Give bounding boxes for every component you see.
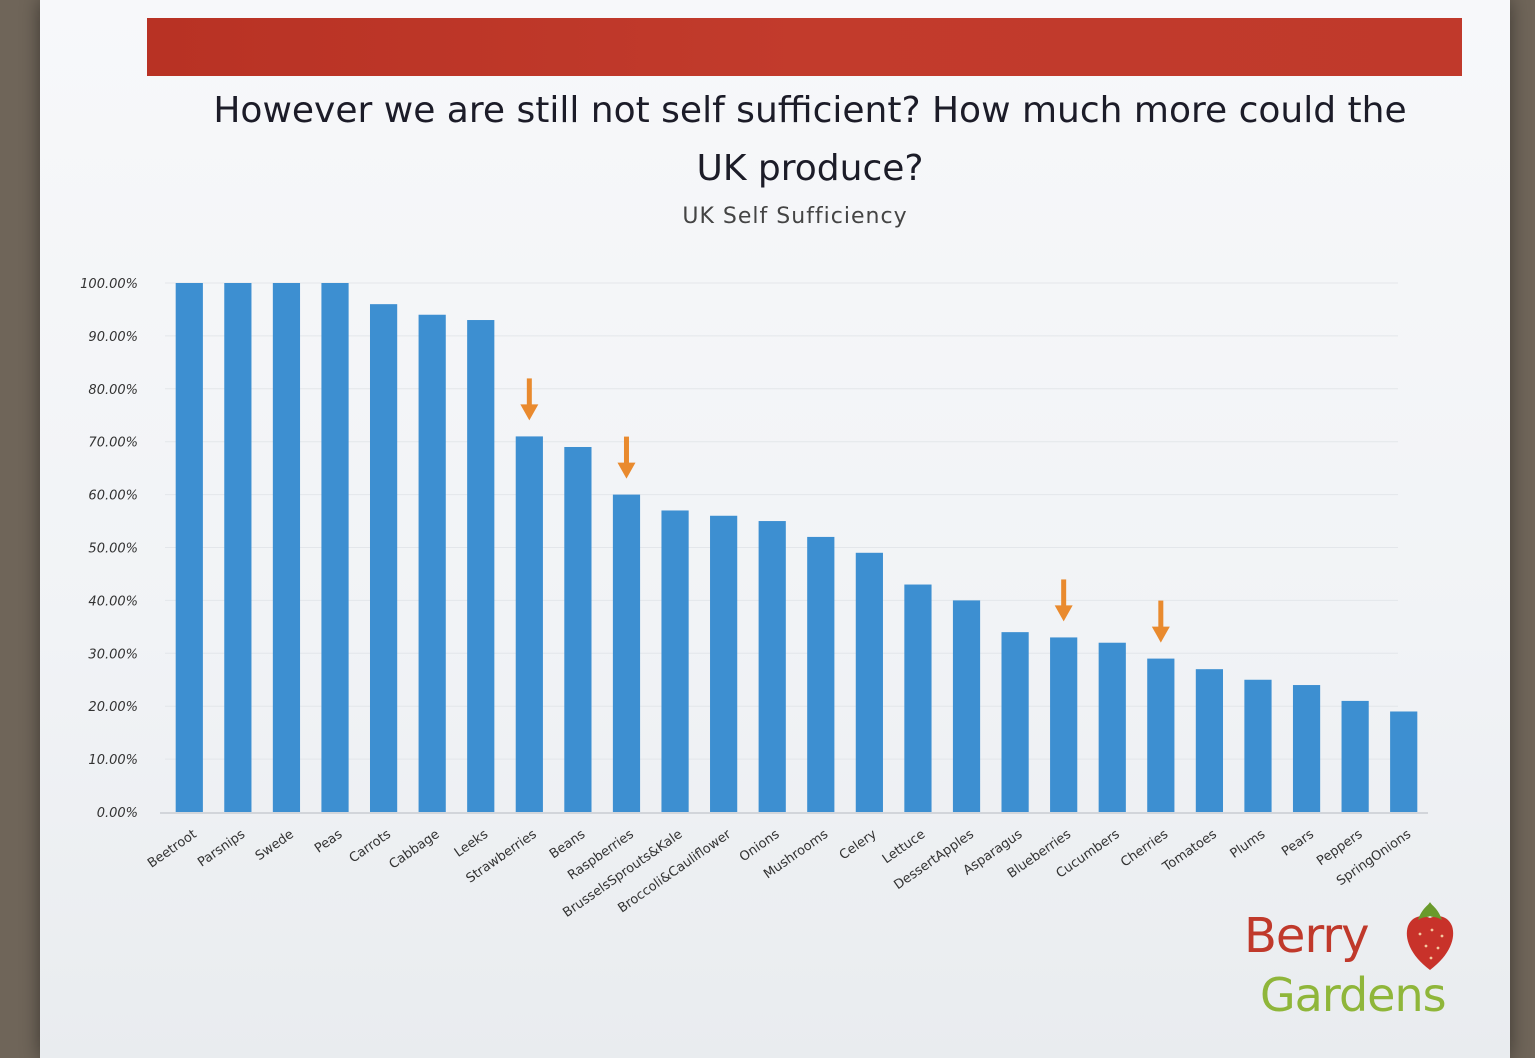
- y-tick-label: 100.00%: [80, 277, 138, 292]
- bar-plums: [1244, 679, 1272, 812]
- arrow-down-icon: [617, 462, 636, 479]
- y-tick-label: 80.00%: [88, 383, 138, 398]
- x-tick-label: Pears: [1279, 827, 1317, 860]
- bar-leeks: [467, 320, 495, 812]
- logo-line-berry: Berry: [1244, 908, 1369, 964]
- strawberry-icon: [1406, 902, 1454, 970]
- page-title: However we are still not self sufficient…: [213, 90, 1407, 189]
- bar-strawberries: [515, 436, 543, 812]
- arrow-down-icon: [1054, 605, 1073, 622]
- bar-tomatoes: [1195, 669, 1224, 812]
- bar-celery: [855, 552, 883, 812]
- bar-asparagus: [1001, 632, 1029, 812]
- logo-line-gardens: Gardens: [1260, 968, 1447, 1022]
- bar-blueberries: [1050, 637, 1078, 812]
- x-tick-label: Cabbage: [387, 827, 443, 872]
- y-tick-label: 60.00%: [88, 489, 138, 504]
- bar-cherries: [1147, 658, 1175, 812]
- y-tick-label: 30.00%: [88, 647, 138, 662]
- x-tick-label: Parsnips: [195, 827, 248, 871]
- x-tick-label: Beetroot: [145, 827, 200, 871]
- highlight-arrows: [520, 378, 1170, 643]
- chart-bars: [175, 283, 1418, 812]
- bar-brusselssprouts-kale: [661, 510, 689, 812]
- header-banner: [147, 18, 1462, 76]
- bar-parsnips: [224, 283, 252, 812]
- x-tick-label: Leeks: [452, 827, 491, 861]
- bar-cabbage: [418, 314, 446, 812]
- bar-carrots: [369, 304, 398, 812]
- x-tick-label: Plums: [1228, 827, 1269, 862]
- bar-peas: [321, 283, 349, 812]
- bar-lettuce: [904, 584, 932, 812]
- y-tick-label: 10.00%: [88, 753, 138, 768]
- bar-raspberries: [612, 494, 641, 812]
- bar-beetroot: [175, 283, 203, 812]
- x-tick-label: Swede: [253, 827, 297, 864]
- arrow-down-icon: [520, 404, 539, 421]
- bar-springonions: [1390, 711, 1418, 812]
- y-tick-label: 50.00%: [88, 542, 138, 557]
- bar-broccoli-cauliflower: [710, 515, 738, 812]
- x-tick-label: Tomatoes: [1159, 827, 1220, 876]
- bar-cucumbers: [1098, 642, 1126, 812]
- x-tick-label: Peas: [312, 827, 345, 857]
- x-tick-label: Beans: [547, 827, 588, 862]
- y-tick-label: 40.00%: [88, 594, 138, 609]
- bar-dessertapples: [952, 600, 981, 812]
- y-tick-label: 70.00%: [88, 436, 138, 451]
- y-tick-label: 20.00%: [88, 700, 138, 715]
- y-tick-label: 0.00%: [97, 806, 138, 821]
- arrow-down-icon: [1151, 626, 1170, 643]
- berry-gardens-logo: Berry Gardens: [1240, 900, 1480, 1030]
- chart-title: UK Self Sufficiency: [682, 204, 908, 229]
- bar-peppers: [1341, 700, 1369, 812]
- bar-swede: [272, 283, 301, 812]
- bar-pears: [1292, 685, 1321, 812]
- bar-mushrooms: [807, 536, 835, 812]
- y-tick-label: 90.00%: [88, 330, 138, 345]
- bar-beans: [564, 446, 592, 812]
- bar-onions: [758, 521, 786, 812]
- y-axis: 0.00% 10.00% 20.00% 30.00% 40.00% 50.00% 60.00…: [80, 277, 138, 821]
- x-tick-label: Celery: [837, 827, 880, 863]
